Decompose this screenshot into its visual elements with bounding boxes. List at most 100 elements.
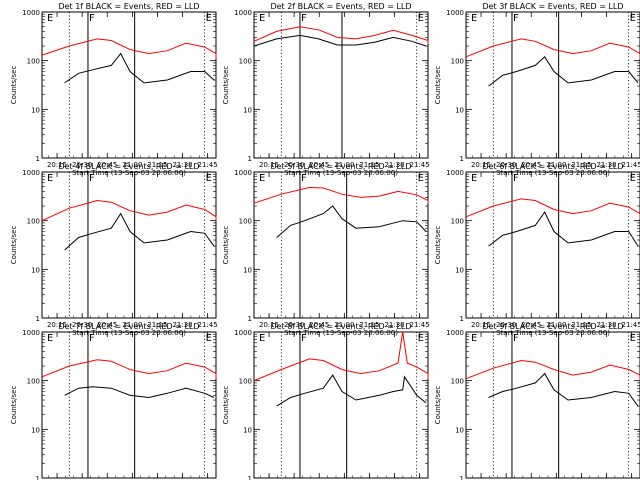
panel-7: Det 7f BLACK = Events, RED = LLD 1 10 100 10… (10, 322, 217, 480)
lld-series-line (41, 359, 217, 379)
y-tick-label: 100 (451, 218, 464, 226)
flag-label: E (259, 333, 265, 344)
y-tick-label: 1 (36, 315, 40, 323)
y-axis-label: Counts/sec (434, 386, 442, 425)
y-tick-label: 10 (243, 426, 252, 434)
x-axis-label: Start Time (13-Sep-03 20:06:00) (72, 329, 186, 337)
lld-series-line (41, 38, 217, 59)
panel-title: Det 4f BLACK = Events, RED = LLD (58, 162, 199, 171)
x-tick-label: 21:00 (546, 321, 566, 329)
events-series-line (253, 34, 427, 47)
y-tick-label: 10 (455, 106, 464, 114)
flag-label: E (206, 173, 212, 184)
y-tick-label: 1 (460, 155, 464, 163)
x-tick-label: 20:45 (97, 321, 117, 329)
x-tick-label: 20:30 (496, 321, 516, 329)
x-tick-label: 21:30 (384, 321, 404, 329)
flag-label: E (259, 13, 265, 24)
panel-title: Det 2f BLACK = Events, RED = LLD (270, 2, 411, 11)
y-tick-label: 100 (239, 58, 252, 66)
y-tick-label: 100 (451, 58, 464, 66)
flag-label: E (471, 173, 477, 184)
x-tick-label: 20:45 (309, 321, 329, 329)
flag-label: E (418, 333, 424, 344)
panel-6: Det 6f BLACK = Events, RED = LLD 1 10 100 10… (434, 162, 640, 337)
y-axis-label: Counts/sec (10, 226, 18, 265)
y-tick-label: 10 (31, 106, 40, 114)
x-tick-label: 20:15 (259, 321, 279, 329)
y-axis-label: Counts/sec (222, 226, 230, 265)
flag-label: E (418, 13, 424, 24)
y-tick-label: 1 (36, 155, 40, 163)
y-tick-label: 100 (27, 58, 40, 66)
y-tick-label: 100 (27, 218, 40, 226)
y-tick-label: 10 (455, 266, 464, 274)
y-tick-label: 10 (243, 266, 252, 274)
y-tick-label: 1000 (446, 169, 464, 177)
x-tick-label: 20:30 (72, 321, 92, 329)
panel-9: Det 9f BLACK = Events, RED = LLD 1 10 100 10… (434, 322, 640, 480)
x-tick-label: 21:00 (334, 161, 354, 169)
x-tick-label: 20:15 (471, 321, 491, 329)
y-tick-label: 1000 (446, 9, 464, 17)
x-tick-label: 21:45 (198, 321, 218, 329)
panel-8: Det 8f BLACK = Events, RED = LLD 1 10 100 10… (222, 322, 429, 480)
x-tick-label: 21:00 (546, 161, 566, 169)
y-axis-label: Counts/sec (434, 66, 442, 105)
y-tick-label: 1000 (234, 329, 252, 337)
y-tick-label: 100 (451, 378, 464, 386)
panel-title: Det 8f BLACK = Events, RED = LLD (270, 322, 411, 331)
x-axis-label: Start Time (13-Sep-03 20:06:00) (284, 329, 398, 337)
x-tick-label: 21:00 (334, 321, 354, 329)
flag-label: E (206, 333, 212, 344)
y-tick-label: 1000 (22, 169, 40, 177)
events-series-line (488, 211, 639, 247)
y-tick-label: 100 (27, 378, 40, 386)
flag-label: F (89, 173, 95, 184)
y-tick-label: 1000 (234, 169, 252, 177)
y-tick-label: 1 (460, 315, 464, 323)
events-series-line (488, 56, 639, 87)
panel-1: Det 1f BLACK = Events, RED = LLD 1 10 100 10… (10, 2, 218, 177)
events-series-line (64, 212, 215, 251)
flag-label: F (513, 333, 519, 344)
y-tick-label: 10 (243, 106, 252, 114)
x-tick-label: 20:45 (521, 161, 541, 169)
plot-frame (465, 331, 640, 479)
y-tick-label: 1000 (22, 329, 40, 337)
plot-frame (253, 331, 429, 479)
flag-label: E (47, 333, 53, 344)
panel-title: Det 3f BLACK = Events, RED = LLD (482, 2, 623, 11)
x-tick-label: 21:45 (622, 161, 640, 169)
flag-label: E (259, 173, 265, 184)
x-tick-label: 20:30 (72, 161, 92, 169)
flag-label: F (513, 13, 519, 24)
panel-title: Det 1f BLACK = Events, RED = LLD (58, 2, 199, 11)
panel-4: Det 4f BLACK = Events, RED = LLD 1 10 100 10… (10, 162, 218, 337)
events-series-line (276, 374, 427, 407)
panel-2: Det 2f BLACK = Events, RED = LLD 1 10 100 10… (222, 2, 430, 177)
y-tick-label: 10 (455, 426, 464, 434)
events-series-line (64, 52, 215, 84)
x-tick-label: 20:15 (259, 161, 279, 169)
x-tick-label: 21:30 (384, 161, 404, 169)
x-axis-label: Start Time (13-Sep-03 20:06:00) (72, 169, 186, 177)
x-tick-label: 21:30 (172, 161, 192, 169)
y-tick-label: 100 (239, 378, 252, 386)
x-tick-label: 21:15 (147, 161, 167, 169)
x-tick-label: 21:45 (198, 161, 218, 169)
x-tick-label: 21:15 (147, 321, 167, 329)
plot-frame (41, 331, 217, 479)
panel-3: Det 3f BLACK = Events, RED = LLD 1 10 100 10… (434, 2, 640, 177)
x-tick-label: 20:30 (284, 321, 304, 329)
y-axis-label: Counts/sec (10, 386, 18, 425)
x-tick-label: 20:30 (284, 161, 304, 169)
flag-label: F (89, 13, 95, 24)
x-tick-label: 20:15 (471, 161, 491, 169)
events-series-line (276, 205, 427, 238)
y-tick-label: 1000 (446, 329, 464, 337)
y-tick-label: 1 (36, 475, 40, 480)
events-series-line (488, 372, 639, 407)
plot-frame (465, 171, 640, 319)
